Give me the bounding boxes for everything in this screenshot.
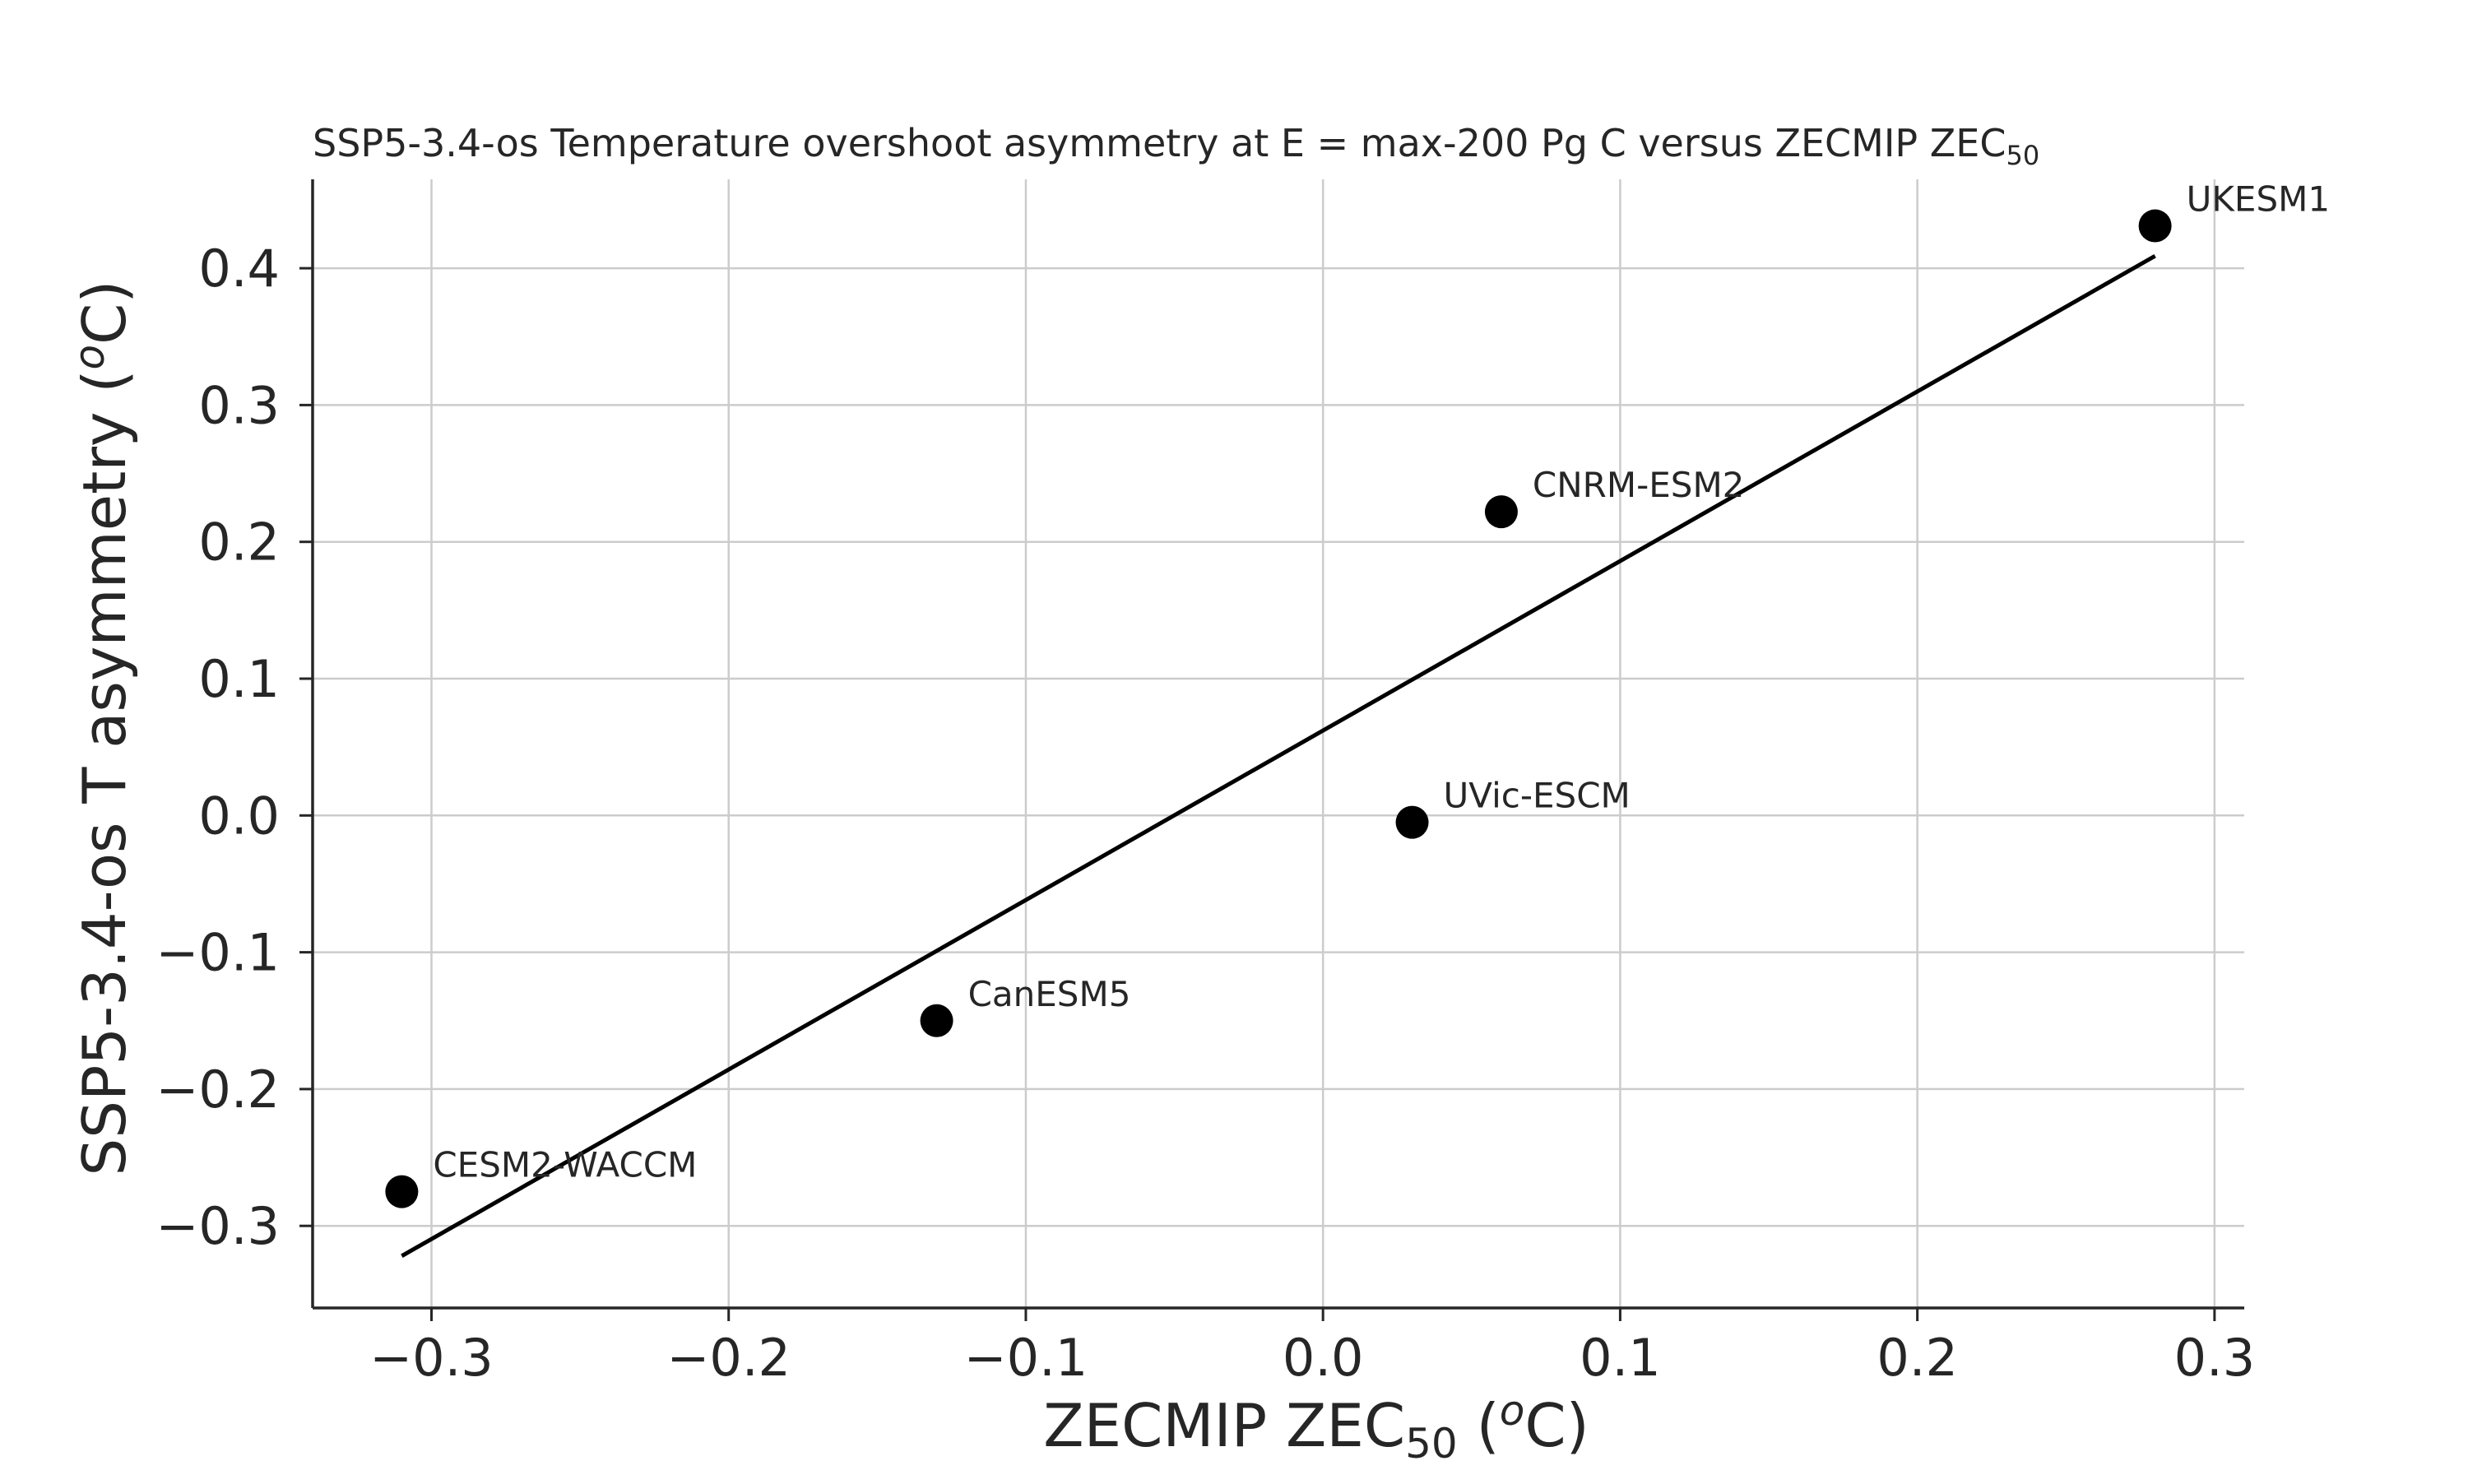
- y-tick-label: 0.4: [198, 239, 280, 299]
- y-tick-label: −0.1: [155, 923, 280, 983]
- data-point: [920, 1004, 953, 1037]
- chart-title: SSP5-3.4-os Temperature overshoot asymme…: [313, 121, 2039, 171]
- data-point: [2138, 209, 2172, 243]
- y-tick-label: 0.1: [198, 649, 280, 709]
- data-point: [1484, 495, 1518, 529]
- y-tick-label: −0.2: [155, 1060, 280, 1120]
- x-tick-label: −0.1: [964, 1328, 1088, 1388]
- ticks: −0.3 −0.2 −0.1 0.0 0.1 0.2 0.3 −0.3 −0.2 −0.1 0.0 0…: [155, 239, 2255, 1388]
- grid: [313, 179, 2244, 1308]
- y-axis-label-post: C): [70, 281, 139, 345]
- x-axis-label-mid: (: [1458, 1391, 1500, 1460]
- data-point: [385, 1175, 419, 1208]
- axes-spines: [311, 179, 2244, 1310]
- chart-title-main: SSP5-3.4-os Temperature overshoot asymme…: [313, 121, 2006, 165]
- data-point-label: CNRM-ESM2: [1533, 465, 1744, 505]
- y-axis-label: SSP5-3.4-os T asymmetry (oC): [66, 281, 139, 1176]
- x-tick-label: −0.3: [369, 1328, 494, 1388]
- x-tick-label: 0.2: [1877, 1328, 1958, 1388]
- y-tick-label: 0.0: [198, 786, 280, 846]
- data-point-label: CESM2-WACCM: [433, 1145, 697, 1185]
- x-axis-label-sub: 50: [1405, 1420, 1458, 1468]
- chart-title-sub: 50: [2006, 140, 2039, 171]
- x-axis-label-post: C): [1524, 1391, 1589, 1460]
- data-point-label: CanESM5: [968, 974, 1131, 1014]
- x-axis-label-sup: o: [1500, 1387, 1525, 1435]
- points: CESM2-WACCM CanESM5 UVic-ESCM CNRM-ESM2 UKES…: [385, 179, 2330, 1208]
- x-tick-label: 0.1: [1580, 1328, 1661, 1388]
- y-tick-label: 0.2: [198, 512, 280, 573]
- x-tick-label: −0.2: [666, 1328, 791, 1388]
- y-tick-label: −0.3: [155, 1196, 280, 1256]
- regression-line: [401, 253, 2156, 1258]
- y-tick-label: 0.3: [198, 375, 280, 435]
- fit-line-group: [401, 253, 2156, 1258]
- x-axis-label-pre: ZECMIP ZEC: [1043, 1391, 1405, 1460]
- y-axis-label-pre: SSP5-3.4-os T asymmetry (: [70, 369, 139, 1176]
- x-tick-label: 0.0: [1283, 1328, 1364, 1388]
- x-tick-label: 0.3: [2174, 1328, 2256, 1388]
- data-point-label: UKESM1: [2187, 179, 2330, 220]
- data-point-label: UVic-ESCM: [1444, 776, 1631, 816]
- y-axis-label-sup: o: [66, 345, 114, 370]
- data-point: [1395, 805, 1429, 839]
- x-axis-label: ZECMIP ZEC50 (oC): [1043, 1387, 1589, 1468]
